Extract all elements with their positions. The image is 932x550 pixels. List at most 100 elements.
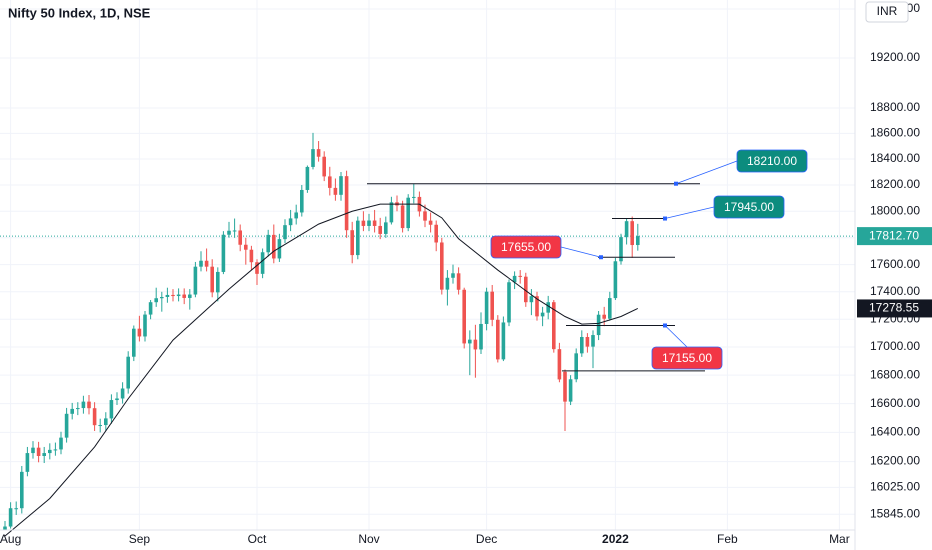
callout-anchor [599,255,603,260]
candle-body [316,149,321,157]
candle-body [328,176,332,188]
candle-body [501,322,506,360]
candle-body [344,176,349,231]
plot: 18210.00 17945.00 17655.00 17155.00 [0,132,855,537]
price-label-box [857,299,932,318]
y-tick-label: 17400.00 [870,284,920,298]
x-tick-label: Oct [248,532,267,546]
candle-body [540,312,545,317]
y-tick-label: 17000.00 [870,339,920,353]
candle-body [272,234,276,259]
candle-body [356,220,360,256]
candle-body [232,230,237,232]
y-tick-label: 18800.00 [870,100,920,114]
callout-connector [675,160,738,185]
candle-body [350,230,354,256]
candle-body [468,339,472,344]
candle-body [104,418,108,426]
candle-body [160,296,164,299]
candle-body [568,379,573,402]
candle-body [115,398,119,401]
candle-body [70,408,74,414]
candle-body [81,401,86,409]
chart-title: Nifty 50 Index, 1D, NSE [8,5,151,20]
candle-body [98,425,102,427]
candle-body [283,225,287,240]
candle-body [109,400,114,419]
candle-body [412,196,416,198]
candle-body [171,294,175,297]
candle-body [339,176,343,195]
x-tick-label: Aug [0,532,21,546]
y-tick-label: 16200.00 [870,454,920,468]
candle-body [479,323,483,350]
y-tick-label: 18200.00 [870,177,920,191]
candle-body [462,289,466,344]
candle-body [451,273,455,278]
callout-label: 17945.00 [724,200,774,214]
candle-body [221,234,226,272]
y-tick-label: 16025.00 [870,480,920,494]
candle-body [216,271,220,293]
candle-body [154,298,158,303]
candle-body [249,249,254,263]
candle-body [199,260,203,267]
callout-box [713,195,785,219]
y-tick-label: 16600.00 [870,396,920,410]
candle-body [87,401,91,409]
candle-body [445,277,450,290]
price-label: 17812.70 [869,228,919,242]
candle-body [132,328,136,357]
y-tick-label: 19200.00 [870,50,920,64]
candle-body [165,294,170,297]
candle-body [512,275,517,283]
candle-body [524,276,528,303]
x-tick-label: 2022 [602,532,629,546]
candle-body [563,371,567,402]
candle-body [210,266,214,293]
x-tick-label: Sep [129,532,151,546]
callout-box [490,235,562,259]
candle-body [126,356,130,389]
candle-body [484,291,489,324]
candle-body [546,302,550,313]
candle-body [636,236,640,246]
y-tick-label: 18600.00 [870,126,920,140]
candle-body [535,296,539,317]
candle-body [378,225,382,234]
candle-body [496,319,500,360]
callout-box [651,346,723,370]
candle-body [552,302,556,350]
candle-body [333,187,338,195]
x-tick-label: Feb [717,532,738,546]
candle-body [518,275,522,277]
currency[interactable]: INR [877,4,898,18]
candle-body [260,252,265,274]
candle-body [619,237,623,262]
y-tick-label: 17600.00 [870,257,920,271]
candle-body [137,328,142,337]
price-label-box [857,227,932,246]
candle-body [277,239,282,259]
candle-body [42,453,46,456]
candle-body [14,508,18,510]
callout-label: 18210.00 [747,154,797,168]
currency-box[interactable] [865,1,909,23]
candle-body [580,337,584,354]
candle-body [384,222,388,234]
candle-body [630,221,634,246]
candle-body [367,220,371,226]
y-tick-label: 16400.00 [870,425,920,439]
candle-body [361,220,366,226]
candle-body [76,408,80,410]
candle-body [31,447,35,454]
candle-body [176,294,181,297]
candle-body [428,220,433,225]
candle-body [596,314,601,336]
y-tick-label: 18000.00 [870,203,920,217]
x-tick-label: Mar [829,532,850,546]
callout-connector [560,246,602,258]
candle-body [3,526,7,530]
candle-body [574,353,578,380]
